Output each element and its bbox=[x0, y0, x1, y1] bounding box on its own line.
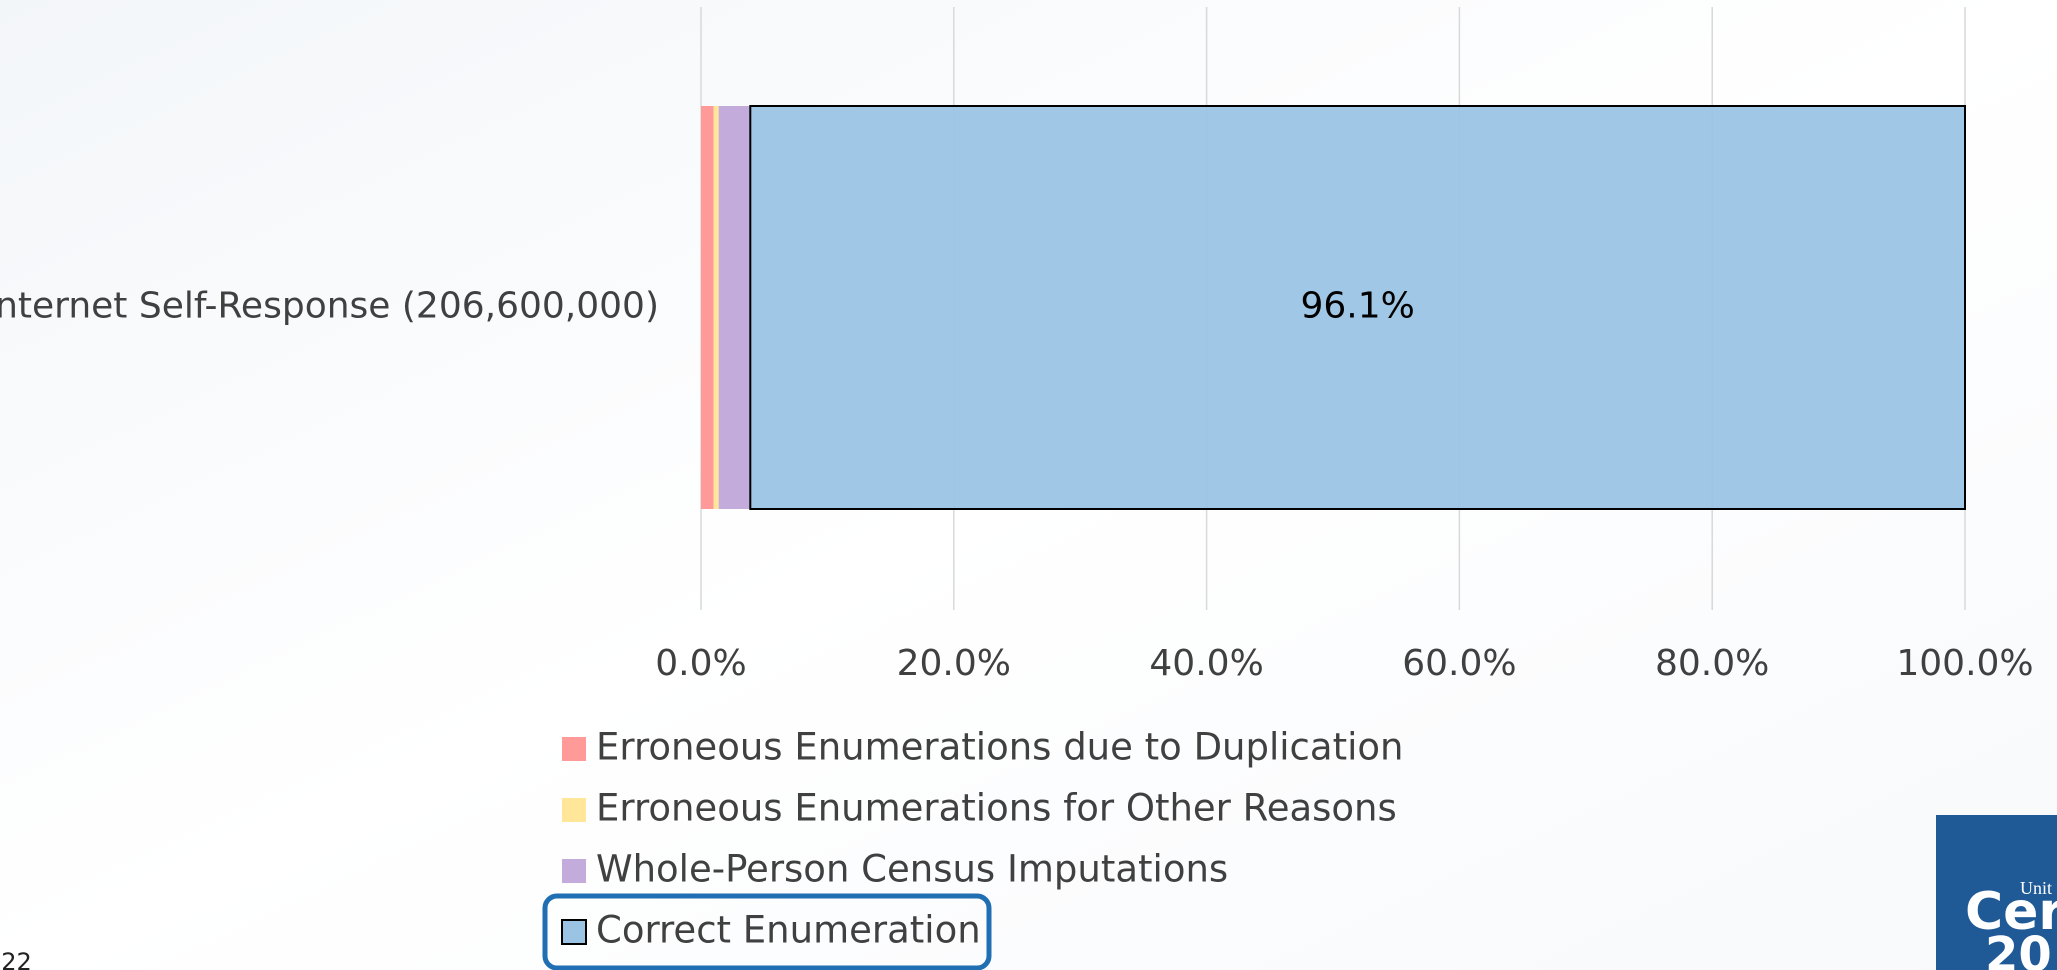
logo-box bbox=[1936, 815, 2057, 970]
x-tick-label: 100.0% bbox=[1896, 643, 2033, 684]
legend-label: Whole-Person Census Imputations bbox=[596, 848, 1228, 891]
legend-label: Erroneous Enumerations for Other Reasons bbox=[596, 787, 1397, 830]
legend-label: Correct Enumeration bbox=[596, 909, 981, 952]
bar-segment bbox=[718, 106, 751, 509]
footer-text: 022 bbox=[0, 948, 32, 970]
logo: Unit Cer 20 bbox=[1936, 815, 2057, 970]
legend-swatch bbox=[562, 737, 586, 761]
logo-text: 20 bbox=[1985, 927, 2052, 970]
logo-text: Cer bbox=[1965, 882, 2057, 942]
highlight-box bbox=[542, 893, 992, 970]
logo-text: Unit bbox=[2020, 878, 2052, 898]
bar-segment bbox=[701, 106, 714, 509]
legend-swatch bbox=[562, 859, 586, 883]
x-tick-label: 80.0% bbox=[1655, 643, 1769, 684]
y-tick-label: Internet Self-Response (206,600,000) bbox=[0, 286, 659, 327]
x-tick-label: 20.0% bbox=[897, 643, 1011, 684]
x-tick-label: 0.0% bbox=[655, 643, 746, 684]
legend-swatch bbox=[562, 798, 586, 822]
x-tick-label: 60.0% bbox=[1402, 643, 1516, 684]
x-tick-label: 40.0% bbox=[1149, 643, 1263, 684]
data-label: 96.1% bbox=[1300, 286, 1414, 327]
bar-segment bbox=[713, 106, 719, 509]
bar-segment bbox=[749, 105, 1966, 510]
legend-label: Erroneous Enumerations due to Duplicatio… bbox=[596, 726, 1403, 769]
legend-swatch bbox=[561, 919, 587, 945]
